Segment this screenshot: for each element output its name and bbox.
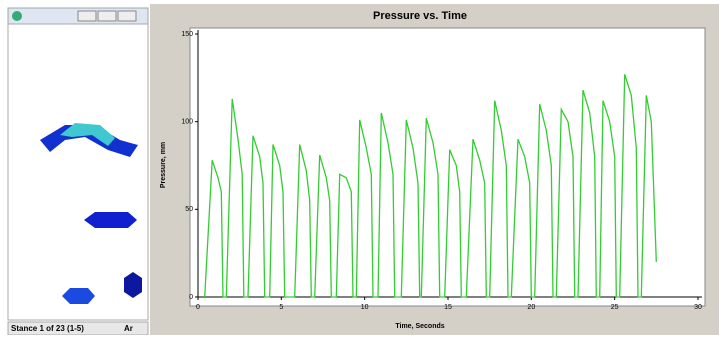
x-tick-label: 5	[279, 304, 283, 311]
y-tick-label: 0	[189, 294, 193, 301]
data-line	[204, 74, 657, 298]
foot-shape	[84, 212, 137, 228]
x-tick-label: 0	[196, 304, 200, 311]
maximize-button[interactable]	[97, 10, 117, 22]
x-tick-label: 10	[361, 304, 369, 311]
x-tick-label: 30	[694, 304, 702, 311]
x-tick-label: 15	[444, 304, 452, 311]
status-text: Ar	[124, 324, 133, 333]
y-axis-label: Pressure, mm	[160, 142, 167, 188]
y-tick-label: 50	[185, 206, 193, 213]
foot-shape	[62, 288, 95, 304]
x-axis-label: Time, Seconds	[395, 323, 444, 330]
plot-area	[189, 27, 706, 307]
chart-title: Pressure vs. Time	[373, 10, 467, 22]
x-tick-label: 20	[527, 304, 535, 311]
minimize-button[interactable]	[77, 10, 97, 22]
app-icon	[12, 11, 22, 21]
foot-view	[7, 23, 149, 321]
y-tick-label: 100	[181, 119, 193, 126]
close-button[interactable]	[117, 10, 137, 22]
status-text: Stance 1 of 23 (1-5)	[11, 324, 84, 333]
foot-shape	[124, 272, 142, 298]
x-tick-label: 25	[611, 304, 619, 311]
foot-shape	[60, 123, 115, 146]
y-tick-label: 150	[181, 31, 193, 38]
